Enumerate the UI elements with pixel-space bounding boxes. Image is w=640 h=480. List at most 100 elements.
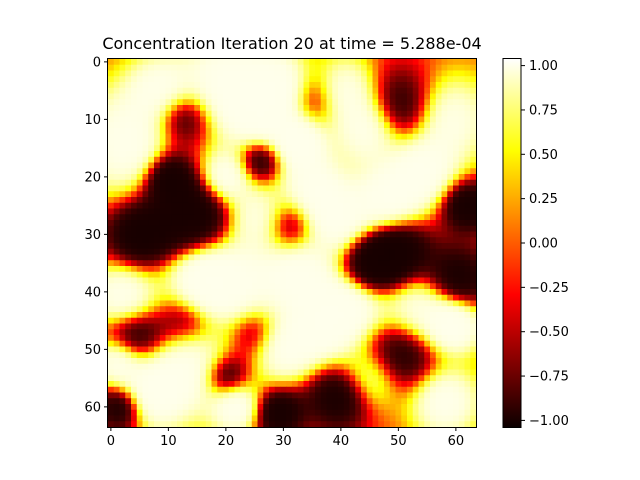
heatmap-cell bbox=[441, 398, 448, 405]
heatmap-cell bbox=[113, 289, 120, 296]
heatmap-cell bbox=[292, 289, 299, 296]
heatmap-cell bbox=[384, 220, 391, 227]
heatmap-cell bbox=[211, 340, 218, 347]
heatmap-cell bbox=[280, 289, 287, 296]
heatmap-cell bbox=[188, 294, 195, 301]
heatmap-cell bbox=[154, 133, 161, 140]
heatmap-cell bbox=[447, 243, 454, 250]
heatmap-cell bbox=[435, 317, 442, 324]
heatmap-cell bbox=[401, 151, 408, 158]
heatmap-cell bbox=[389, 174, 396, 181]
heatmap-cell bbox=[188, 260, 195, 267]
heatmap-cell bbox=[355, 133, 362, 140]
heatmap-cell bbox=[251, 110, 258, 117]
heatmap-cell bbox=[309, 243, 316, 250]
heatmap-cell bbox=[159, 191, 166, 198]
heatmap-cell bbox=[435, 352, 442, 359]
heatmap-cell bbox=[263, 369, 270, 376]
heatmap-cell bbox=[234, 312, 241, 319]
heatmap-cell bbox=[424, 64, 431, 71]
heatmap-cell bbox=[407, 76, 414, 83]
heatmap-cell bbox=[136, 306, 143, 313]
heatmap-cell bbox=[361, 139, 368, 146]
heatmap-cell bbox=[119, 105, 126, 112]
heatmap-cell bbox=[441, 59, 448, 66]
heatmap-cell bbox=[315, 300, 322, 307]
heatmap-cell bbox=[136, 386, 143, 393]
heatmap-cell bbox=[309, 260, 316, 267]
heatmap-cell bbox=[263, 220, 270, 227]
heatmap-cell bbox=[217, 225, 224, 232]
heatmap-cell bbox=[309, 93, 316, 100]
heatmap-cell bbox=[361, 191, 368, 198]
heatmap-cell bbox=[263, 156, 270, 163]
heatmap-cell bbox=[407, 317, 414, 324]
heatmap-cell bbox=[389, 335, 396, 342]
heatmap-cell bbox=[441, 248, 448, 255]
heatmap-cell bbox=[217, 110, 224, 117]
heatmap-cell bbox=[435, 386, 442, 393]
heatmap-cell bbox=[286, 179, 293, 186]
heatmap-cell bbox=[108, 162, 115, 169]
heatmap-cell bbox=[274, 323, 281, 330]
heatmap-cell bbox=[389, 128, 396, 135]
heatmap-cell bbox=[407, 145, 414, 152]
heatmap-cell bbox=[384, 162, 391, 169]
heatmap-cell bbox=[211, 202, 218, 209]
heatmap-cell bbox=[257, 260, 264, 267]
heatmap-cell bbox=[257, 306, 264, 313]
heatmap-cell bbox=[389, 105, 396, 112]
heatmap-cell bbox=[343, 156, 350, 163]
heatmap-cell bbox=[165, 116, 172, 123]
heatmap-cell bbox=[309, 156, 316, 163]
heatmap-cell bbox=[297, 306, 304, 313]
heatmap-cell bbox=[228, 191, 235, 198]
heatmap-cell bbox=[424, 323, 431, 330]
heatmap-cell bbox=[154, 174, 161, 181]
heatmap-cell bbox=[234, 352, 241, 359]
heatmap-cell bbox=[234, 225, 241, 232]
heatmap-cell bbox=[338, 312, 345, 319]
heatmap-cell bbox=[395, 220, 402, 227]
heatmap-cell bbox=[401, 329, 408, 336]
heatmap-cell bbox=[154, 59, 161, 66]
heatmap-cell bbox=[297, 185, 304, 192]
heatmap-cell bbox=[148, 248, 155, 255]
heatmap-cell bbox=[418, 197, 425, 204]
heatmap-cell bbox=[142, 191, 149, 198]
heatmap-cell bbox=[401, 392, 408, 399]
heatmap-cell bbox=[228, 386, 235, 393]
heatmap-cell bbox=[257, 358, 264, 365]
heatmap-cell bbox=[108, 300, 115, 307]
heatmap-cell bbox=[447, 220, 454, 227]
heatmap-cell bbox=[412, 64, 419, 71]
heatmap-cell bbox=[119, 128, 126, 135]
heatmap-cell bbox=[228, 110, 235, 117]
heatmap-cell bbox=[332, 116, 339, 123]
heatmap-cell bbox=[338, 70, 345, 77]
heatmap-cell bbox=[315, 179, 322, 186]
heatmap-cell bbox=[171, 323, 178, 330]
heatmap-cell bbox=[435, 87, 442, 94]
colorbar-tick-label: −0.25 bbox=[529, 281, 569, 296]
heatmap-cell bbox=[188, 329, 195, 336]
heatmap-cell bbox=[142, 289, 149, 296]
heatmap-cell bbox=[441, 381, 448, 388]
heatmap-cell bbox=[200, 208, 207, 215]
heatmap-cell bbox=[355, 398, 362, 405]
heatmap-cell bbox=[165, 191, 172, 198]
heatmap-cell bbox=[326, 145, 333, 152]
heatmap-cell bbox=[154, 220, 161, 227]
heatmap-cell bbox=[309, 300, 316, 307]
heatmap-cell bbox=[389, 243, 396, 250]
heatmap-cell bbox=[159, 260, 166, 267]
heatmap-cell bbox=[424, 133, 431, 140]
heatmap-cell bbox=[142, 415, 149, 422]
heatmap-cell bbox=[384, 369, 391, 376]
heatmap-cell bbox=[136, 87, 143, 94]
heatmap-cell bbox=[171, 156, 178, 163]
heatmap-cell bbox=[320, 168, 327, 175]
heatmap-cell bbox=[407, 352, 414, 359]
heatmap-cell bbox=[366, 404, 373, 411]
heatmap-cell bbox=[234, 369, 241, 376]
